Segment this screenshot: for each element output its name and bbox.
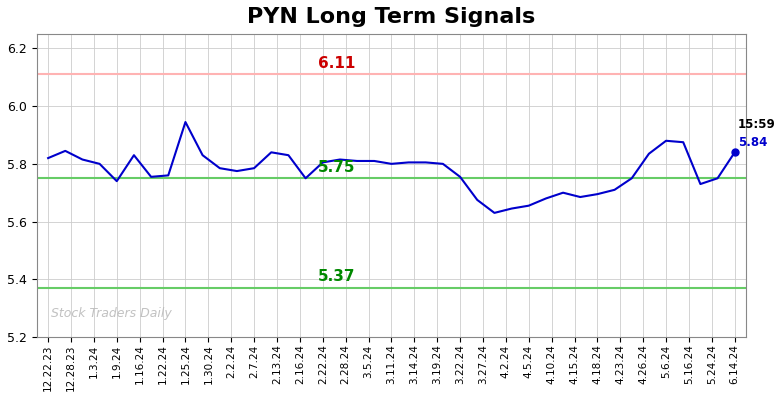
Text: 5.75: 5.75 bbox=[318, 160, 355, 175]
Text: 15:59: 15:59 bbox=[739, 118, 776, 131]
Text: 5.84: 5.84 bbox=[739, 137, 768, 149]
Text: 6.11: 6.11 bbox=[318, 56, 355, 71]
Text: 5.37: 5.37 bbox=[318, 269, 355, 285]
Title: PYN Long Term Signals: PYN Long Term Signals bbox=[247, 7, 535, 27]
Text: Stock Traders Daily: Stock Traders Daily bbox=[51, 307, 172, 320]
